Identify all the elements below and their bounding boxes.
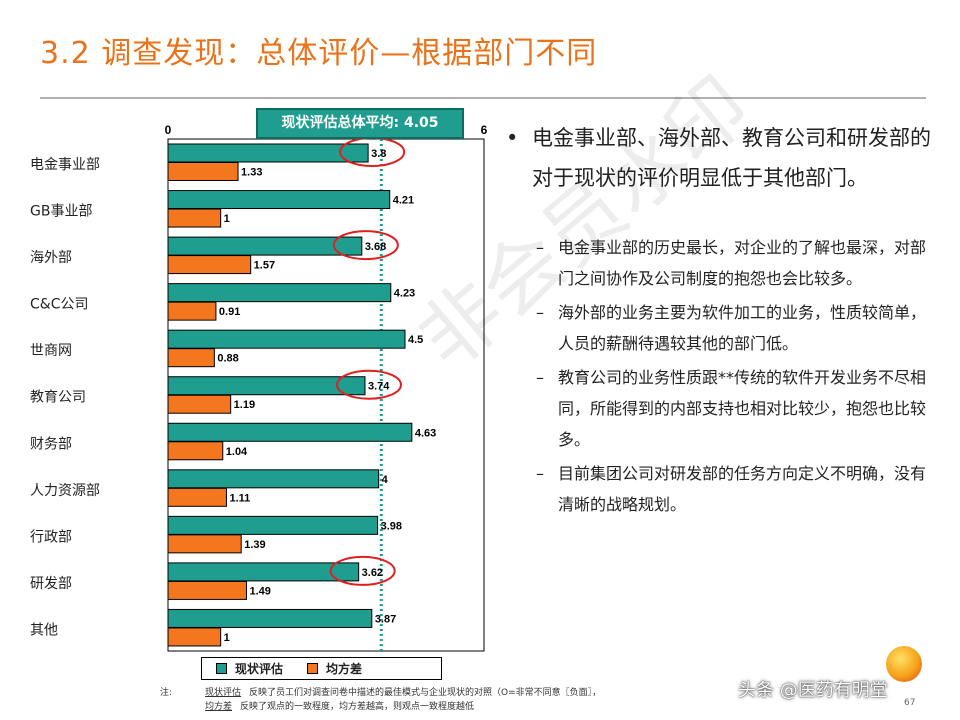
bar-current [167, 329, 406, 349]
bar-current [167, 422, 413, 442]
footnote-text-1: 反映了员工们对调查问卷中描述的最佳模式与企业现状的对照（O=非常不同意〖负面〗， [249, 688, 602, 698]
bar-current [167, 190, 391, 210]
footnote-line-2: 均方差 反映了观点的一致程度，均方差越高，则观点一致程度越低 [205, 700, 601, 714]
bar-current [167, 376, 366, 396]
category-label: 财务部 [30, 436, 72, 452]
sub-findings: – 电金事业部的历史最长，对企业的了解也最深，对部门之间协作及公司制度的抱怨也会比… [506, 232, 936, 520]
value-label: 3.8 [371, 148, 386, 160]
bar-variance [167, 208, 222, 228]
bar-variance [167, 348, 215, 368]
category-label: 世商网 [30, 343, 72, 359]
bar-variance [167, 394, 232, 414]
value-label: 4.5 [408, 334, 423, 346]
sub-finding-text: 目前集团公司对研发部的任务方向定义不明确，没有清晰的战略规划。 [558, 464, 927, 514]
bar-variance [167, 441, 224, 461]
bar-current [167, 283, 392, 303]
value-label: 1 [224, 213, 230, 225]
findings-panel: • 电金事业部、海外部、教育公司和研发部的对于现状的评价明显低于其他部门。 – 电… [506, 118, 936, 520]
bar-current [167, 562, 360, 582]
value-label: 1.57 [254, 260, 275, 272]
bar-variance [167, 162, 239, 181]
bar-current [167, 515, 379, 535]
chart-legend: 现状评估 均方差 [201, 657, 442, 680]
category-label: GB事业部 [30, 204, 92, 220]
highlight-circle [332, 230, 399, 261]
bar-variance [167, 301, 217, 321]
legend-item-current: 现状评估 [216, 660, 283, 677]
x-tick-label: 0 [165, 123, 172, 137]
bar-variance [167, 534, 242, 554]
bar-variance [167, 255, 252, 275]
page-title: 3.2 调查发现：总体评价—根据部门不同 [40, 36, 598, 71]
value-label: 0.91 [219, 306, 240, 318]
main-finding-text: 电金事业部、海外部、教育公司和研发部的对于现状的评价明显低于其他部门。 [532, 126, 931, 190]
value-label: 1.39 [244, 539, 265, 551]
value-label: 4.23 [394, 288, 415, 300]
footnote-text-2: 反映了观点的一致程度，均方差越高，则观点一致程度越低 [240, 702, 475, 712]
value-label: 0.88 [217, 353, 238, 365]
footnote-line-1: 现状评估 反映了员工们对调查问卷中描述的最佳模式与企业现状的对照（O=非常不同意〖… [205, 686, 601, 700]
legend-swatch-current [216, 663, 227, 674]
bar-current [167, 236, 363, 256]
bar-variance [167, 627, 222, 647]
highlight-circle [335, 369, 402, 400]
value-label: 1.04 [226, 446, 248, 458]
category-label: 教育公司 [30, 390, 86, 406]
footnote-tag: 注: [160, 688, 173, 698]
legend-label-current: 现状评估 [235, 662, 284, 676]
dash-marker: – [536, 464, 544, 483]
category-label: 行政部 [30, 529, 72, 545]
footnote-term-1: 现状评估 [205, 688, 242, 698]
bar-variance [167, 487, 227, 507]
dash-marker: – [536, 368, 544, 387]
value-label: 1.49 [249, 585, 270, 597]
legend-item-variance: 均方差 [307, 660, 362, 677]
bar-current [167, 608, 373, 628]
value-label: 3.62 [362, 567, 383, 579]
sub-finding-text: 海外部的业务主要为软件加工的业务，性质较简单，人员的薪酬待遇较其他的部门低。 [558, 303, 927, 353]
dash-marker: – [536, 303, 544, 322]
value-label: 4.21 [393, 195, 414, 207]
category-label: 电金事业部 [30, 157, 100, 173]
bullet-dot: • [506, 126, 519, 150]
value-label: 3.74 [368, 381, 390, 393]
x-tick-label: 6 [481, 123, 488, 137]
bar-current [167, 469, 380, 489]
footnote-term-2: 均方差 [205, 702, 233, 712]
category-label: 研发部 [30, 576, 72, 592]
bar-current [167, 143, 369, 163]
sub-finding-text: 电金事业部的历史最长，对企业的了解也最深，对部门之间协作及公司制度的抱怨也会比较… [558, 238, 927, 288]
value-label: 3.68 [365, 241, 386, 253]
sub-finding: – 目前集团公司对研发部的任务方向定义不明确，没有清晰的战略规划。 [506, 458, 936, 520]
sub-finding: – 教育公司的业务性质跟**传统的软件开发业务不尽相同，所能得到的内部支持也相对比… [506, 362, 936, 455]
value-label: 1.19 [234, 399, 255, 411]
value-label: 1 [224, 632, 230, 644]
value-label: 3.98 [381, 520, 402, 532]
sub-finding-text: 教育公司的业务性质跟**传统的软件开发业务不尽相同，所能得到的内部支持也相对比较… [558, 368, 927, 449]
brand-watermark: 头条 @医药有明堂 [738, 680, 888, 701]
sub-finding: – 海外部的业务主要为软件加工的业务，性质较简单，人员的薪酬待遇较其他的部门低。 [506, 297, 936, 359]
footnote: 注: 现状评估 反映了员工们对调查问卷中描述的最佳模式与企业现状的对照（O=非常不… [160, 686, 601, 714]
value-label: 4 [382, 474, 389, 486]
legend-label-variance: 均方差 [326, 662, 363, 676]
dash-marker: – [536, 238, 544, 257]
average-label-box: 现状评估总体平均: 4.05 [256, 108, 464, 139]
value-label: 1.11 [229, 492, 250, 504]
page-number: 67 [904, 698, 916, 708]
sub-finding: – 电金事业部的历史最长，对企业的了解也最深，对部门之间协作及公司制度的抱怨也会比… [506, 232, 936, 294]
title-divider [40, 97, 926, 99]
brand-logo [886, 646, 922, 682]
value-label: 4.63 [415, 427, 436, 439]
main-finding: • 电金事业部、海外部、教育公司和研发部的对于现状的评价明显低于其他部门。 [506, 118, 936, 198]
bar-variance [167, 580, 247, 600]
category-label: 人力资源部 [30, 483, 100, 499]
value-label: 3.87 [375, 613, 396, 625]
legend-swatch-variance [307, 663, 319, 674]
category-label: 海外部 [30, 250, 72, 266]
category-label: 其他 [30, 622, 58, 638]
value-label: 1.33 [241, 167, 262, 179]
highlight-circle [329, 555, 396, 586]
category-label: C&C公司 [30, 297, 88, 313]
